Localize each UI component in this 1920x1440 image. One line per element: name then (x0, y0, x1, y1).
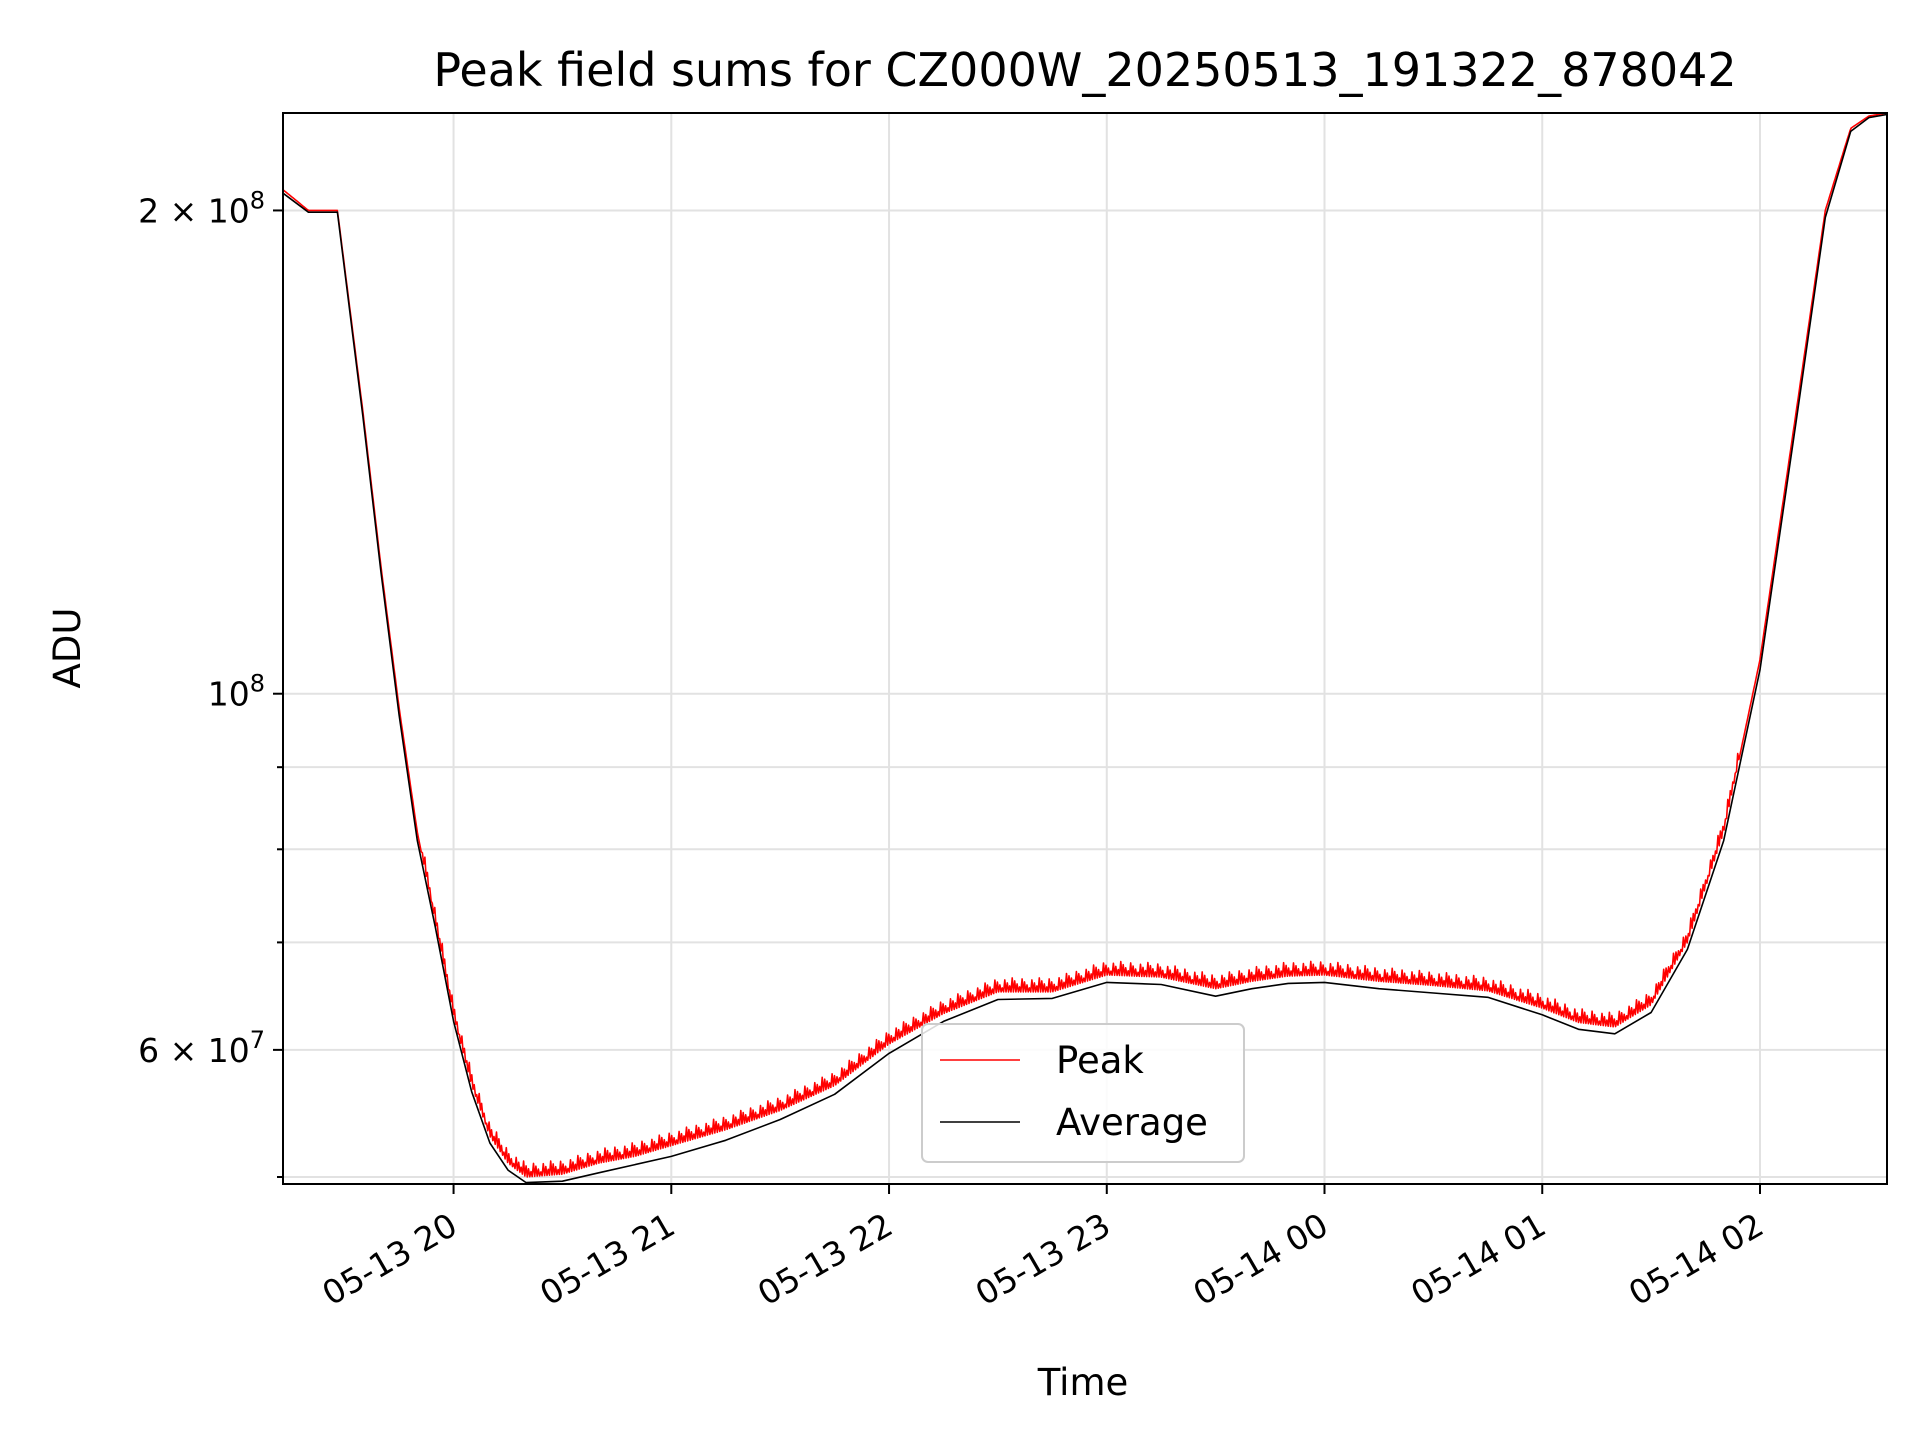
y-tick-label-exponent: 8 (250, 186, 265, 214)
y-tick-label-base: 2 × 10 (138, 191, 250, 230)
grid (283, 113, 1887, 1184)
plot-frame (282, 112, 1888, 1185)
series-layer (282, 112, 1888, 1184)
series-line-average (282, 113, 1888, 1184)
y-tick-label-base: 6 × 10 (138, 1031, 250, 1070)
y-tick-label: 6 × 107 (138, 1026, 265, 1070)
legend-label-peak: Peak (1056, 1039, 1144, 1082)
y-tick-label: 2 × 108 (138, 186, 265, 230)
y-tick-label-exponent: 7 (250, 1026, 265, 1054)
x-axis-label: Time (1037, 1361, 1129, 1404)
series-line-peak (282, 112, 1888, 1178)
y-axis-label: ADU (46, 608, 89, 689)
chart-title: Peak field sums for CZ000W_20250513_1913… (433, 43, 1736, 97)
legend-box (921, 1023, 1245, 1163)
legend: Peak Average (921, 1023, 1245, 1163)
legend-label-average: Average (1056, 1101, 1208, 1144)
y-tick-label-base: 10 (208, 675, 250, 714)
y-tick-label-exponent: 8 (250, 670, 265, 698)
y-tick-label: 108 (208, 670, 265, 714)
